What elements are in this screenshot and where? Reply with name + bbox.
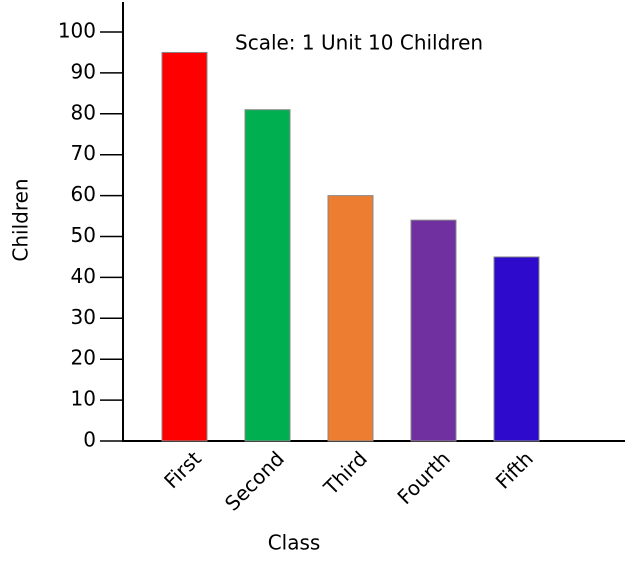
bar (410, 219, 457, 442)
y-tick-label: 30 (71, 305, 96, 329)
bar (493, 256, 540, 442)
x-tick-label: First (159, 446, 206, 493)
y-tick-label: 50 (71, 223, 96, 247)
y-tick-label: 70 (71, 141, 96, 165)
y-tick-label: 100 (58, 19, 96, 43)
y-tick-label: 90 (71, 59, 96, 83)
chart-title: Scale: 1 Unit 10 Children (235, 31, 483, 55)
y-tick-label: 20 (71, 346, 96, 370)
x-tick-label: Third (318, 446, 372, 500)
x-axis-label: Class (268, 531, 321, 555)
x-tick-label: Fifth (491, 446, 538, 493)
y-tick-label: 10 (71, 387, 96, 411)
y-tick-label: 80 (71, 100, 96, 124)
y-axis-label: Children (9, 178, 33, 261)
x-tick-label: Second (220, 446, 289, 515)
x-tick-label: Fourth (392, 446, 455, 509)
y-tick-label: 0 (83, 428, 96, 452)
y-tick-label: 60 (71, 182, 96, 206)
y-tick-label: 40 (71, 264, 96, 288)
bar (161, 51, 208, 442)
bar (244, 109, 291, 442)
bar (327, 195, 374, 442)
